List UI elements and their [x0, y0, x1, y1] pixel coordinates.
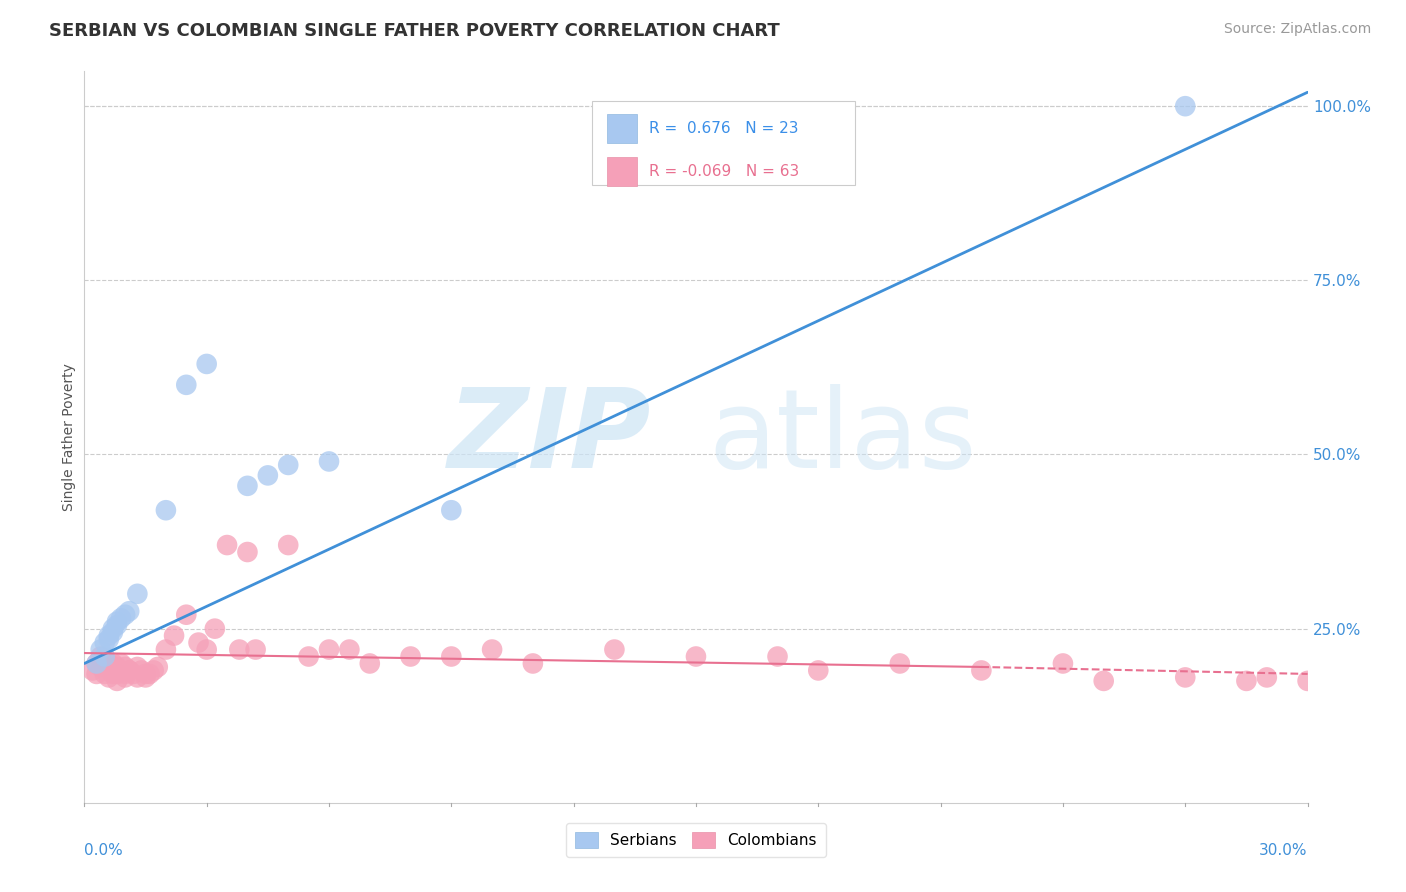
Point [118, 664, 141, 678]
Point [105, 667, 128, 681]
Point [101, 622, 124, 636]
Point [440, 649, 463, 664]
Point [90, 660, 112, 674]
Point [93, 649, 115, 664]
Point [228, 642, 250, 657]
Point [236, 479, 259, 493]
Point [101, 657, 124, 671]
Point [1174, 99, 1197, 113]
Point [127, 587, 149, 601]
Point [105, 615, 128, 629]
Point [440, 503, 463, 517]
Point [138, 667, 160, 681]
Point [163, 629, 186, 643]
Point [97, 670, 120, 684]
Point [298, 649, 321, 664]
Point [155, 642, 177, 657]
Point [127, 660, 149, 674]
Point [86, 657, 108, 671]
Point [114, 667, 136, 681]
Point [481, 642, 503, 657]
Point [1256, 670, 1278, 684]
Point [101, 625, 124, 640]
Point [685, 649, 707, 664]
Bar [606, 157, 637, 186]
Legend: Serbians, Colombians: Serbians, Colombians [567, 823, 825, 857]
Point [90, 649, 112, 664]
Point [245, 642, 267, 657]
Point [1236, 673, 1258, 688]
Point [1296, 673, 1319, 688]
Point [131, 664, 153, 678]
Point [110, 657, 132, 671]
Point [127, 670, 149, 684]
Point [217, 538, 239, 552]
Point [135, 670, 157, 684]
Point [110, 664, 132, 678]
Text: 30.0%: 30.0% [1260, 843, 1308, 858]
Point [399, 649, 422, 664]
Point [93, 667, 115, 681]
Text: 0.0%: 0.0% [84, 843, 124, 858]
Point [195, 642, 218, 657]
Point [236, 545, 259, 559]
Point [277, 458, 299, 472]
Text: SERBIAN VS COLOMBIAN SINGLE FATHER POVERTY CORRELATION CHART: SERBIAN VS COLOMBIAN SINGLE FATHER POVER… [49, 22, 780, 40]
Point [766, 649, 789, 664]
Text: R = -0.069   N = 63: R = -0.069 N = 63 [650, 164, 800, 179]
Text: atlas: atlas [709, 384, 977, 491]
Point [93, 653, 115, 667]
Point [105, 673, 128, 688]
Point [118, 604, 141, 618]
Bar [606, 114, 637, 143]
Point [122, 667, 145, 681]
Point [277, 538, 299, 552]
Point [97, 632, 120, 646]
Point [155, 503, 177, 517]
Point [110, 611, 132, 625]
Point [204, 622, 226, 636]
Point [1052, 657, 1074, 671]
Text: ZIP: ZIP [447, 384, 651, 491]
Point [1092, 673, 1115, 688]
Point [359, 657, 381, 671]
Point [114, 670, 136, 684]
Point [93, 635, 115, 649]
Point [118, 664, 141, 678]
Point [174, 607, 197, 622]
Point [195, 357, 218, 371]
Point [82, 664, 104, 678]
Point [257, 468, 280, 483]
Point [318, 642, 340, 657]
Point [339, 642, 361, 657]
Point [101, 667, 124, 681]
Point [97, 657, 120, 671]
Point [318, 454, 340, 468]
Point [86, 667, 108, 681]
Point [90, 642, 112, 657]
Point [187, 635, 209, 649]
Point [603, 642, 626, 657]
Text: Source: ZipAtlas.com: Source: ZipAtlas.com [1223, 22, 1371, 37]
Point [1174, 670, 1197, 684]
Point [101, 664, 124, 678]
Point [970, 664, 993, 678]
Point [105, 660, 128, 674]
FancyBboxPatch shape [592, 101, 855, 185]
Point [889, 657, 911, 671]
Point [174, 377, 197, 392]
Point [114, 607, 136, 622]
Point [807, 664, 830, 678]
Text: R =  0.676   N = 23: R = 0.676 N = 23 [650, 121, 799, 136]
Point [135, 667, 157, 681]
Point [146, 660, 169, 674]
Point [97, 629, 120, 643]
Point [114, 660, 136, 674]
Point [86, 657, 108, 671]
Point [522, 657, 544, 671]
Point [142, 664, 165, 678]
Point [105, 618, 128, 632]
Point [93, 660, 115, 674]
Y-axis label: Single Father Poverty: Single Father Poverty [62, 363, 76, 511]
